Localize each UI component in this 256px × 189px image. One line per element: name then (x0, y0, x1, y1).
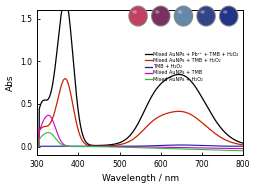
Ellipse shape (219, 6, 239, 27)
Ellipse shape (175, 7, 192, 26)
Ellipse shape (196, 6, 216, 27)
Ellipse shape (132, 10, 137, 14)
Ellipse shape (152, 7, 169, 26)
X-axis label: Wavelength / nm: Wavelength / nm (102, 174, 179, 184)
Ellipse shape (155, 10, 159, 14)
Ellipse shape (128, 6, 148, 27)
Ellipse shape (223, 10, 227, 14)
Ellipse shape (178, 10, 182, 14)
Ellipse shape (200, 10, 205, 14)
Y-axis label: Abs: Abs (6, 74, 15, 91)
Ellipse shape (151, 6, 170, 27)
Legend: Mixed AuNPs + Pb²⁺ + TMB + H₂O₂, Mixed AuNPs + TMB + H₂O₂, TMB + H₂O₂, Mixed AuN: Mixed AuNPs + Pb²⁺ + TMB + H₂O₂, Mixed A… (145, 52, 239, 82)
Ellipse shape (220, 7, 238, 26)
Ellipse shape (197, 7, 215, 26)
Ellipse shape (174, 6, 193, 27)
Ellipse shape (129, 7, 147, 26)
